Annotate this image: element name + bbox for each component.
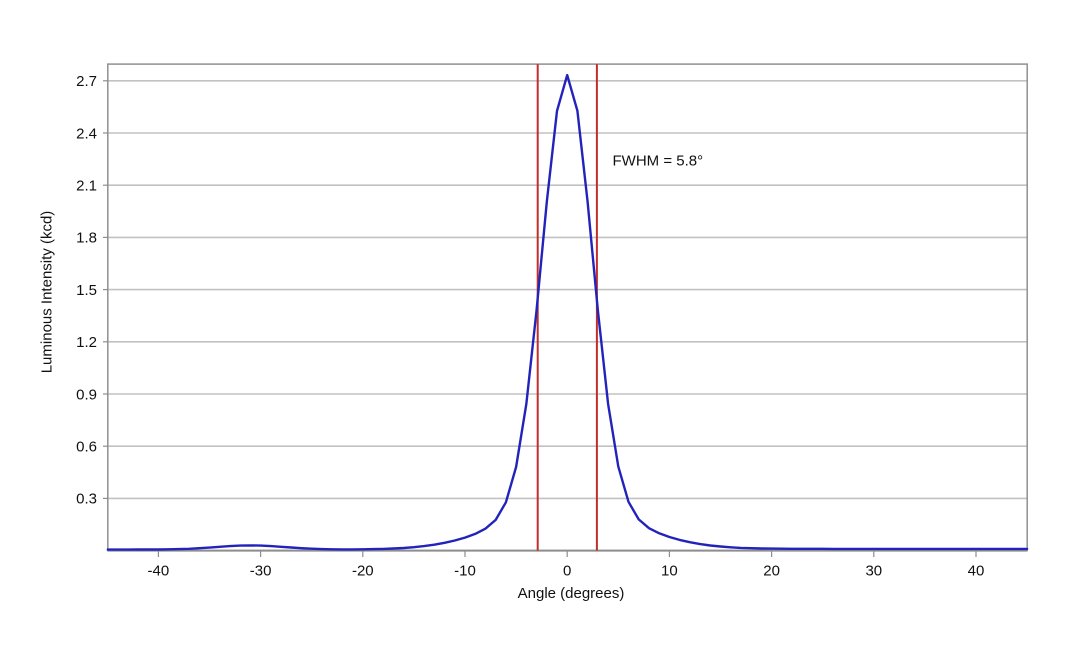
svg-text:0.9: 0.9	[76, 386, 97, 403]
svg-text:2.4: 2.4	[76, 125, 97, 142]
svg-text:1.5: 1.5	[76, 282, 97, 299]
svg-text:10: 10	[661, 563, 678, 580]
svg-text:Luminous Intensity (kcd): Luminous Intensity (kcd)	[39, 211, 56, 374]
svg-text:-40: -40	[148, 563, 170, 580]
svg-text:Angle (degrees): Angle (degrees)	[518, 585, 625, 602]
svg-text:20: 20	[763, 563, 780, 580]
svg-text:-30: -30	[250, 563, 272, 580]
svg-text:2.1: 2.1	[76, 178, 97, 195]
svg-text:40: 40	[968, 563, 985, 580]
svg-text:1.8: 1.8	[76, 230, 97, 247]
svg-text:0: 0	[563, 563, 571, 580]
svg-text:-10: -10	[454, 563, 476, 580]
svg-text:-20: -20	[352, 563, 374, 580]
svg-text:1.2: 1.2	[76, 334, 97, 351]
svg-text:30: 30	[865, 563, 882, 580]
svg-text:0.6: 0.6	[76, 439, 97, 456]
svg-text:2.7: 2.7	[76, 73, 97, 90]
svg-text:0.3: 0.3	[76, 491, 97, 508]
svg-text:FWHM = 5.8°: FWHM = 5.8°	[613, 153, 704, 170]
